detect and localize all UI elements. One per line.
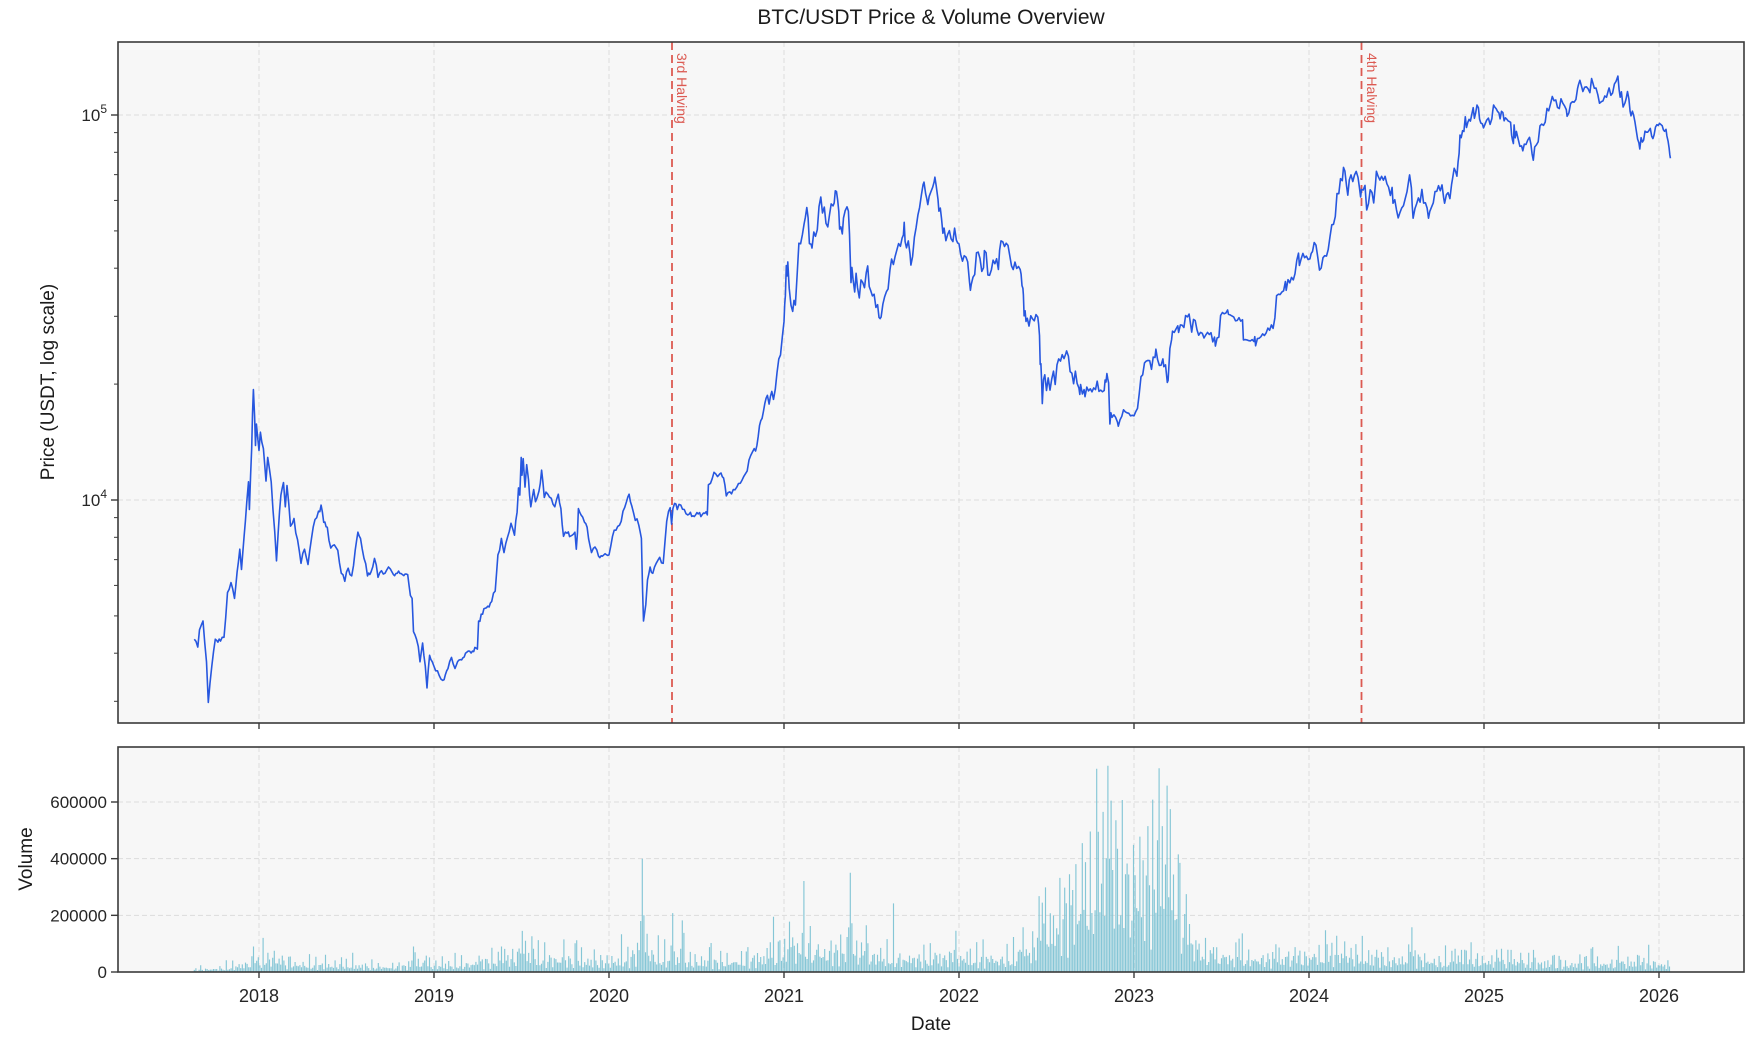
volume-panel-bg: [118, 747, 1744, 972]
price-panel-bg: [118, 42, 1744, 723]
x-tick-label: 2026: [1639, 986, 1679, 1006]
price-y-tick-label: 104: [81, 487, 107, 510]
volume-y-tick-label: 400000: [50, 850, 107, 869]
x-tick-label: 2018: [239, 986, 279, 1006]
x-tick-label: 2023: [1114, 986, 1154, 1006]
x-tick-label: 2021: [764, 986, 804, 1006]
volume-panel-border: [117, 746, 1745, 973]
halving-4-annotation: 4th Halving: [1363, 53, 1380, 124]
volume-bars-series: [193, 765, 1671, 972]
volume-y-tick-label: 600000: [50, 793, 107, 812]
volume-y-tick-label: 0: [98, 963, 107, 982]
price-line-series: [193, 75, 1672, 704]
x-axis-label: Date: [910, 1014, 952, 1035]
chart-title: BTC/USDT Price & Volume Overview: [757, 6, 1105, 29]
volume-y-tick-label: 200000: [50, 906, 107, 925]
x-tick-label: 2024: [1289, 986, 1329, 1006]
x-tick-label: 2020: [589, 986, 629, 1006]
halving-3-annotation: 3rd Halving: [674, 53, 690, 124]
price-panel-border: [117, 41, 1745, 724]
price-y-tick-label: 105: [81, 102, 107, 125]
x-tick-label: 2022: [939, 986, 979, 1006]
x-tick-label: 2019: [414, 986, 454, 1006]
x-tick-label: 2025: [1464, 986, 1504, 1006]
